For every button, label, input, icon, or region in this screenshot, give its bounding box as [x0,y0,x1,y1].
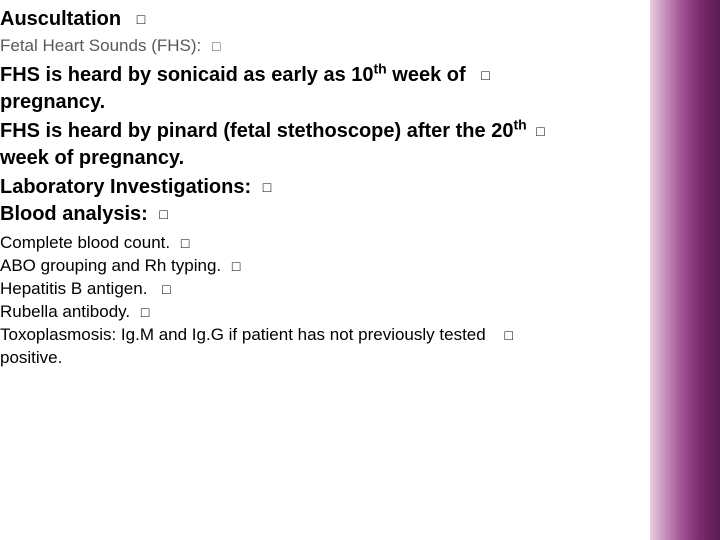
blood-analysis-line: Blood analysis: □ [0,201,660,228]
toxo-line: Toxoplasmosis: Ig.M and Ig.G if patient … [0,324,720,370]
fhs2-part-b: week of pregnancy. [0,147,184,169]
fhs-label-line: Fetal Heart Sounds (FHS): □ [0,35,660,58]
fhs-label: Fetal Heart Sounds (FHS): [0,36,201,55]
right-gradient-panel [650,0,720,540]
abo-text: ABO grouping and Rh typing. [0,256,221,275]
fhs1-part-c: pregnancy. [0,91,105,113]
fhs1-part-b: week of [387,64,471,86]
bullet-icon: □ [159,205,167,224]
lab-label: Laboratory Investigations: [0,176,251,198]
blood-label: Blood analysis: [0,203,148,225]
bullet-icon: □ [181,234,189,253]
bullet-icon: □ [504,326,512,345]
rubella-line: Rubella antibody. □ [0,301,660,324]
bullet-icon: □ [162,280,170,299]
title-text: Auscultation [0,8,121,30]
bullet-icon: □ [481,66,489,85]
abo-line: ABO grouping and Rh typing. □ [0,255,660,278]
slide-content: Auscultation □ Fetal Heart Sounds (FHS):… [0,0,660,370]
cbc-text: Complete blood count. [0,233,170,252]
lab-investigations-line: Laboratory Investigations: □ [0,174,660,201]
fhs1-part-a: FHS is heard by sonicaid as early as 10 [0,64,374,86]
bullet-icon: □ [137,10,145,29]
fhs2-sup: th [513,116,526,132]
toxo-text-2: positive. [0,348,62,367]
bullet-icon: □ [141,303,149,322]
fhs-sonicaid-line: FHS is heard by sonicaid as early as 10t… [0,62,660,116]
hepb-text: Hepatitis B antigen. [0,279,147,298]
fhs1-sup: th [374,60,387,76]
bullet-icon: □ [232,257,240,276]
bullet-icon: □ [536,122,544,141]
rubella-text: Rubella antibody. [0,302,130,321]
hepb-line: Hepatitis B antigen. □ [0,278,660,301]
bullet-icon: □ [263,178,271,197]
cbc-line: Complete blood count. □ [0,232,660,255]
toxo-text: Toxoplasmosis: Ig.M and Ig.G if patient … [0,325,486,344]
title-line: Auscultation □ [0,6,660,33]
bullet-icon: □ [212,37,220,56]
fhs2-part-a: FHS is heard by pinard (fetal stethoscop… [0,120,513,142]
fhs-pinard-line: FHS is heard by pinard (fetal stethoscop… [0,118,720,172]
